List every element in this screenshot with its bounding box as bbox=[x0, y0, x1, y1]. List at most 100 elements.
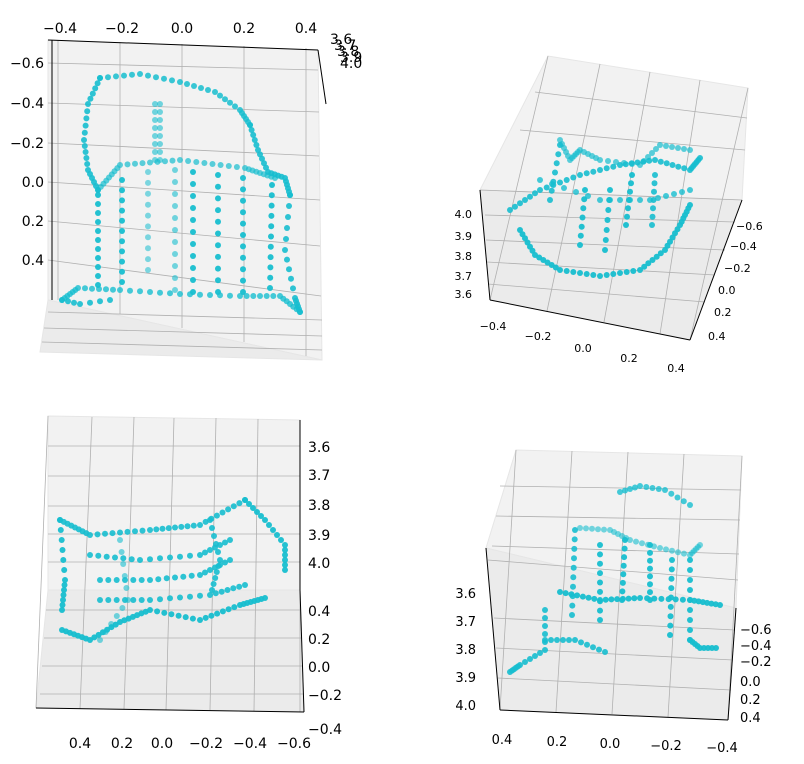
scatter-point bbox=[641, 263, 648, 270]
scatter-point bbox=[632, 484, 638, 491]
x-tick-labels: 0.4 0.2 0.0 −0.2 −0.4 −0.6 bbox=[69, 736, 311, 752]
scatter-point bbox=[237, 293, 243, 299]
scatter-point bbox=[215, 253, 221, 260]
scatter-point bbox=[172, 524, 178, 531]
scatter-point bbox=[190, 193, 196, 199]
y-tick-label: 0.4 bbox=[708, 330, 726, 343]
scatter-point bbox=[283, 236, 289, 242]
scatter-point bbox=[651, 595, 658, 602]
scatter-point bbox=[668, 575, 675, 582]
scatter-point bbox=[548, 187, 555, 194]
scatter-point bbox=[627, 486, 633, 492]
scatter-point bbox=[240, 232, 246, 238]
scatter-point bbox=[555, 151, 562, 158]
scatter-point bbox=[222, 559, 228, 566]
scatter-point bbox=[209, 587, 215, 593]
scatter-point bbox=[95, 631, 102, 638]
z-tick-labels: 4.0 3.9 3.8 3.7 3.6 bbox=[455, 208, 473, 301]
scatter-point bbox=[187, 552, 193, 559]
x-axis-line bbox=[35, 707, 305, 713]
scatter-point bbox=[603, 272, 610, 278]
scatter-point bbox=[649, 257, 656, 263]
scatter-point bbox=[517, 200, 523, 207]
scatter-point bbox=[569, 612, 575, 618]
scatter-point bbox=[631, 595, 638, 602]
scatter-point bbox=[167, 290, 173, 297]
scatter-point bbox=[157, 596, 163, 603]
scatter-point bbox=[547, 197, 553, 203]
scatter-point bbox=[560, 637, 566, 643]
scatter-point bbox=[583, 170, 590, 177]
scatter-point bbox=[161, 75, 167, 82]
x-tick-label: −0.2 bbox=[189, 736, 223, 752]
x-tick-label: −0.4 bbox=[233, 736, 267, 752]
scatter-point bbox=[675, 145, 681, 151]
scatter-point bbox=[94, 531, 101, 538]
scatter-point bbox=[267, 254, 274, 261]
scatter-point bbox=[597, 157, 603, 163]
scatter-point bbox=[215, 563, 222, 569]
scatter-point bbox=[532, 653, 538, 659]
scatter-point bbox=[147, 597, 153, 603]
x-tick-label: 0.2 bbox=[111, 736, 133, 752]
scatter-point bbox=[570, 564, 577, 571]
scatter-point bbox=[212, 89, 218, 95]
x-tick-label: 0.4 bbox=[667, 362, 685, 375]
y-tick-label: −0.4 bbox=[10, 96, 44, 112]
grid-lines bbox=[487, 449, 743, 721]
scatter-point bbox=[225, 506, 232, 513]
scatter-point bbox=[107, 297, 113, 303]
y-tick-label: 0.2 bbox=[22, 214, 44, 230]
scatter-point bbox=[617, 270, 623, 276]
scatter-point bbox=[212, 575, 219, 581]
scatter-point bbox=[687, 202, 693, 208]
scatter-point bbox=[268, 192, 275, 199]
scatter-point bbox=[207, 592, 213, 598]
scatter-point bbox=[167, 554, 173, 561]
scatter-point bbox=[563, 177, 570, 183]
scatter-point bbox=[95, 237, 101, 243]
scatter-point bbox=[222, 96, 228, 103]
scatter-point bbox=[557, 179, 563, 186]
scatter-point bbox=[679, 189, 685, 195]
x-tick-label: −0.6 bbox=[277, 736, 311, 752]
scatter-point bbox=[214, 610, 221, 617]
scatter-point bbox=[585, 594, 592, 601]
scatter-point bbox=[157, 117, 163, 123]
scatter-point bbox=[121, 72, 127, 79]
scatter-point bbox=[647, 589, 653, 596]
scatter-point bbox=[258, 513, 264, 519]
z-tick-label: 4.0 bbox=[340, 56, 362, 72]
scatter-point bbox=[172, 251, 178, 257]
scatter-point bbox=[570, 583, 576, 590]
scatter-point bbox=[687, 617, 693, 623]
scatter-point bbox=[687, 607, 693, 613]
scatter-point bbox=[267, 264, 274, 271]
scatter-point bbox=[87, 552, 93, 558]
y-tick-label: −0.4 bbox=[730, 240, 757, 253]
scatter-point bbox=[182, 614, 189, 621]
scatter-point bbox=[117, 537, 123, 543]
scatter-point bbox=[537, 177, 543, 183]
scatter-point bbox=[117, 287, 123, 293]
scatter-point bbox=[209, 525, 215, 531]
scatter-point bbox=[165, 525, 172, 532]
scatter-point bbox=[649, 150, 655, 156]
scatter-point bbox=[137, 288, 143, 295]
scatter-point bbox=[240, 209, 246, 216]
scatter-point bbox=[628, 180, 634, 187]
scatter-point bbox=[602, 649, 608, 655]
scatter-point bbox=[119, 605, 126, 611]
scatter-point bbox=[597, 560, 603, 567]
scatter-point bbox=[577, 232, 584, 239]
scatter-point bbox=[563, 268, 570, 274]
scatter-point bbox=[145, 245, 151, 252]
scatter-point bbox=[286, 203, 292, 209]
scatter-point bbox=[572, 637, 578, 643]
scatter-point bbox=[605, 158, 611, 164]
scatter-point bbox=[190, 253, 196, 259]
scatter-point bbox=[282, 562, 288, 568]
scatter-point bbox=[95, 273, 101, 279]
scatter-point bbox=[267, 243, 274, 250]
x-tick-label: −0.4 bbox=[43, 21, 77, 37]
